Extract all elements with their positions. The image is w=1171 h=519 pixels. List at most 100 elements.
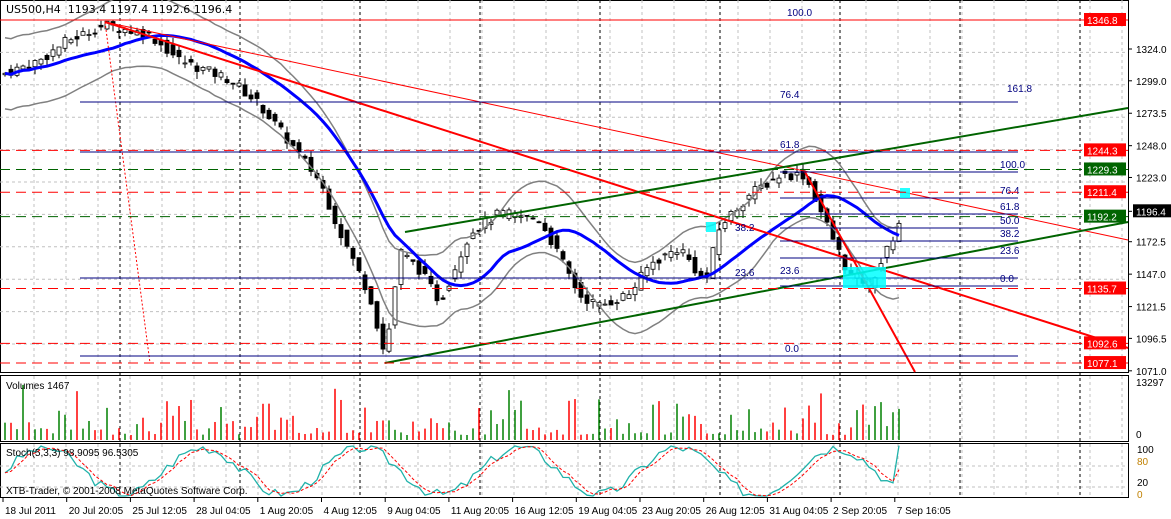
time-axis-label: 23 Aug 20:05 [642, 506, 701, 517]
candle-body [146, 31, 152, 34]
stoch-label: Stoch(5,3,3) 98.9095 96.5305 [6, 448, 139, 459]
candle-body [248, 94, 254, 100]
candle-body [464, 243, 470, 257]
candle-body [92, 32, 98, 35]
stoch-axis-label: 20 [1137, 478, 1149, 489]
fibo-level-label: 38.2 [735, 223, 755, 234]
price-level-label: 1229.3 [1087, 165, 1118, 176]
candle-body [290, 140, 296, 147]
candle-body [374, 301, 380, 329]
price-level-badge [1084, 356, 1126, 370]
candle-body [440, 297, 446, 300]
candle-body [452, 269, 458, 280]
price-axis-label: 1223.0 [1136, 173, 1167, 184]
open-value: 1193.4 [67, 3, 107, 16]
price-level-label: 1135.7 [1087, 285, 1117, 296]
candle-body [164, 39, 170, 54]
fibo-level-label: 23.6 [1000, 246, 1020, 257]
candle-body [890, 240, 896, 251]
fibo-level-label: 23.6 [780, 266, 800, 277]
candle-body [380, 323, 386, 350]
candle-body [422, 265, 428, 274]
price-level-badge [1084, 13, 1126, 26]
time-axis-label: 18 Jul 2011 [5, 506, 56, 517]
downtrend-line [104, 21, 1129, 349]
candle-body [68, 39, 74, 44]
price-axis-label: 1248.0 [1136, 142, 1167, 153]
candle-body [836, 237, 842, 250]
candle-body [188, 59, 194, 63]
volume-min-label: 0 [1136, 430, 1142, 441]
candle-body [428, 275, 434, 285]
candle-body [104, 20, 110, 30]
fibo-level-label: 0.0 [785, 344, 799, 355]
volume-max-label: 13297 [1136, 378, 1164, 389]
price-axis-label: 1071.0 [1136, 367, 1167, 378]
candle-body [80, 31, 86, 36]
price-level-badge [1084, 162, 1126, 176]
price-level-label: 1346.8 [1087, 16, 1118, 27]
candle-body [26, 66, 32, 69]
candle-body [776, 177, 782, 184]
candle-body [254, 92, 260, 99]
candle-body [746, 194, 752, 200]
candle-body [710, 247, 716, 280]
candle-body [122, 29, 128, 33]
stoch-axis-label: 100 [1137, 445, 1154, 456]
candle-body [644, 267, 650, 277]
candle-body [716, 229, 722, 256]
fibo-level-label: 50.0 [1000, 216, 1020, 227]
price-axis-label: 1096.5 [1136, 334, 1167, 345]
candle-body [434, 284, 440, 302]
time-axis-label: 25 Jul 12:05 [132, 506, 187, 517]
price-axis-label: 1121.5 [1136, 303, 1166, 314]
candle-body [74, 36, 80, 40]
candle-body [38, 58, 44, 65]
fibo-level-label: 100.0 [1000, 160, 1025, 171]
candle-body [338, 224, 344, 239]
candle-body [266, 109, 272, 120]
price-level-label: 1192.2 [1087, 213, 1117, 224]
candle-body [680, 249, 686, 254]
stoch-main-line [4, 445, 900, 497]
candle-body [362, 274, 368, 291]
moving-average-line [4, 33, 900, 288]
candle-body [692, 257, 698, 274]
candle-body [206, 66, 212, 70]
candle-body [218, 72, 224, 78]
candle-body [632, 286, 638, 296]
fibo-level-label: 61.8 [1000, 202, 1020, 213]
candle-body [608, 300, 614, 306]
candle-body [62, 37, 68, 49]
candle-body [332, 205, 338, 225]
candle-body [278, 122, 284, 128]
bollinger-lower [4, 65, 900, 335]
candle-body [86, 34, 92, 36]
candle-body [602, 303, 608, 306]
candle-body [50, 49, 56, 57]
candle-body [560, 251, 566, 260]
candle-body [344, 229, 350, 247]
candle-body [230, 82, 236, 85]
candle-body [656, 259, 662, 264]
candle-body [524, 215, 530, 217]
candle-body [404, 254, 410, 258]
candle-body [542, 222, 548, 232]
price-axis-label: 1147.0 [1136, 270, 1166, 281]
symbol-label: US500,H4 [6, 3, 61, 16]
candle-body [368, 286, 374, 305]
candle-body [182, 62, 188, 65]
candle-body [698, 270, 704, 277]
time-axis-label: 26 Aug 12:05 [706, 506, 765, 517]
time-axis-label: 28 Jul 04:05 [196, 506, 251, 517]
candle-body [56, 46, 62, 56]
price-axis-label: 1273.5 [1136, 109, 1167, 120]
price-level-badge [1084, 281, 1126, 295]
candle-body [458, 256, 464, 273]
fibo-level-label: 0.0 [1000, 274, 1014, 285]
time-axis-label: 16 Aug 12:05 [515, 506, 574, 517]
candle-body [650, 261, 656, 270]
downtrend-line-thin [104, 21, 1129, 241]
current-price-badge [1133, 204, 1171, 218]
